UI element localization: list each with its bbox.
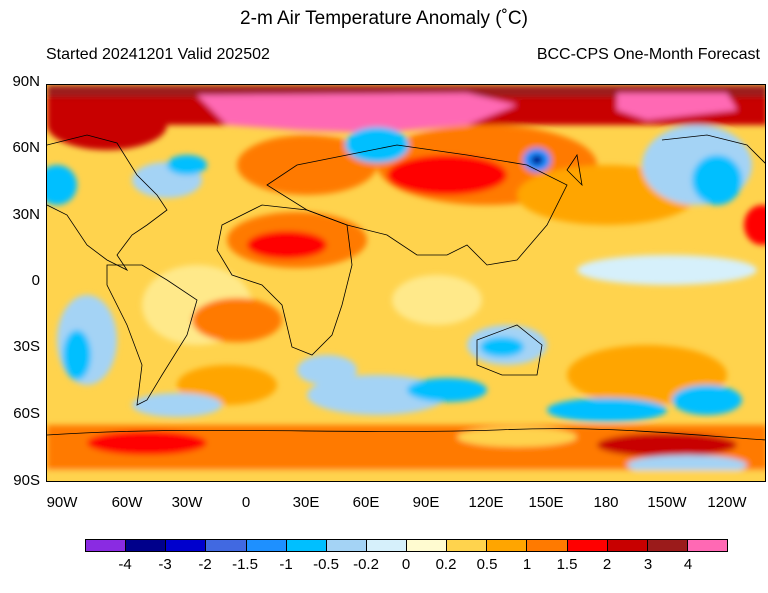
- colorbar-label: -3: [158, 556, 172, 573]
- colorbar-swatch: [567, 540, 608, 551]
- colorbar-swatch: [527, 540, 568, 551]
- colorbar-label: -1: [279, 556, 293, 573]
- anomaly-field: [47, 85, 765, 481]
- colorbar-label: 0: [401, 556, 411, 573]
- lon-label-30e: 30E: [292, 494, 320, 511]
- colorbar-swatch: [607, 540, 648, 551]
- colorbar-swatch: [246, 540, 287, 551]
- colorbar-label: 1: [522, 556, 532, 573]
- lat-label-30s: 30S: [13, 338, 40, 355]
- colorbar-label: -0.2: [353, 556, 379, 573]
- colorbar-label: 0.2: [435, 556, 457, 573]
- colorbar-swatch: [126, 540, 167, 551]
- lon-label-150w: 150W: [647, 494, 687, 511]
- colorbar-swatch: [407, 540, 448, 551]
- colorbar-label: -0.5: [313, 556, 339, 573]
- lon-label-120e: 120E: [468, 494, 504, 511]
- lat-label-60s: 60S: [13, 405, 40, 422]
- lon-label-90e: 90E: [412, 494, 440, 511]
- lat-label-30n: 30N: [12, 206, 40, 223]
- forecast-dates: Started 20241201 Valid 202502: [46, 46, 270, 63]
- colorbar-swatch: [326, 540, 367, 551]
- lon-label-60w: 60W: [111, 494, 143, 511]
- colorbar-swatch: [286, 540, 327, 551]
- anomaly-map: [46, 84, 766, 482]
- colorbar-label: -4: [118, 556, 132, 573]
- color-bar: [85, 539, 728, 552]
- lat-label-90n: 90N: [12, 73, 40, 90]
- lon-label-150e: 150E: [528, 494, 564, 511]
- lat-label-90s: 90S: [13, 472, 40, 489]
- colorbar-swatch: [687, 540, 727, 551]
- lon-label-60e: 60E: [352, 494, 380, 511]
- colorbar-swatch: [86, 540, 127, 551]
- chart-title: 2-m Air Temperature Anomaly (˚C): [240, 8, 528, 29]
- lon-label-90w: 90W: [46, 494, 78, 511]
- lat-label-eq: 0: [31, 272, 40, 289]
- lon-label-30w: 30W: [171, 494, 203, 511]
- colorbar-label: -2: [198, 556, 212, 573]
- colorbar-swatch: [647, 540, 688, 551]
- colorbar-label: 0.5: [476, 556, 498, 573]
- colorbar-swatch: [487, 540, 528, 551]
- colorbar-label: 3: [643, 556, 653, 573]
- colorbar-swatch: [206, 540, 247, 551]
- model-name: BCC-CPS One-Month Forecast: [536, 46, 760, 63]
- colorbar-label: -1.5: [232, 556, 258, 573]
- colorbar-label: 1.5: [556, 556, 578, 573]
- lon-label-0: 0: [241, 494, 251, 511]
- colorbar-label: 2: [602, 556, 612, 573]
- colorbar-swatch: [366, 540, 407, 551]
- lon-label-120w: 120W: [707, 494, 747, 511]
- lon-label-180: 180: [593, 494, 619, 511]
- colorbar-swatch: [447, 540, 488, 551]
- lat-label-60n: 60N: [12, 139, 40, 156]
- colorbar-label: 4: [683, 556, 693, 573]
- colorbar-swatch: [166, 540, 207, 551]
